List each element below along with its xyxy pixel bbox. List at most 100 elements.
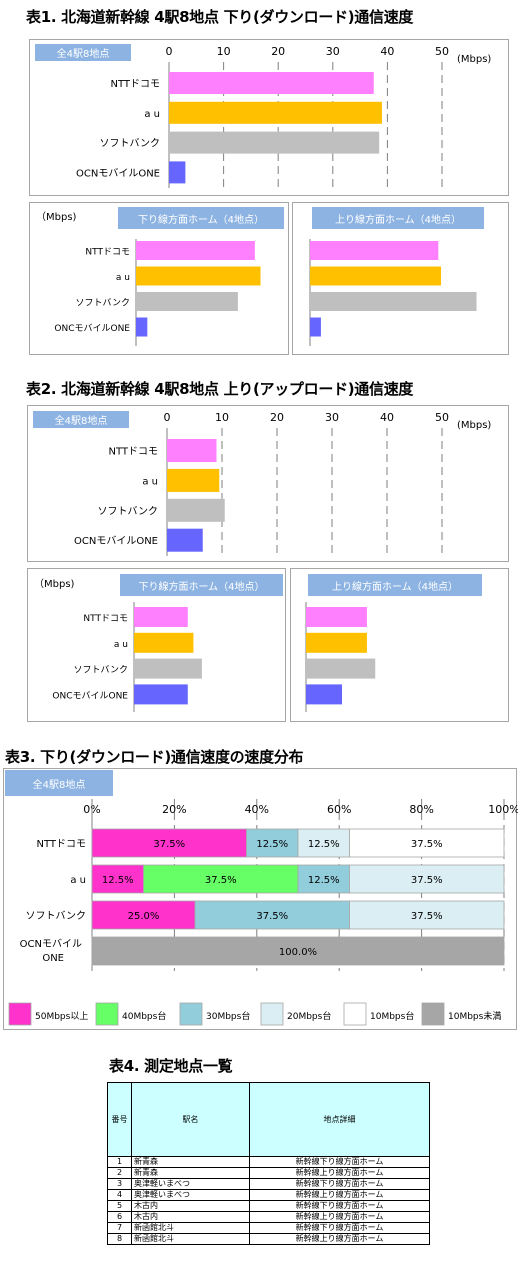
legend-swatch [421,1002,445,1026]
table-row: 1 新青森 新幹線下り線方面ホーム [107,1156,430,1168]
category-label: OCNモバイル [20,938,82,950]
stacked-bar-segment [91,864,144,894]
stacked-bar-segment [91,900,196,930]
up-home-tag: 上り線方面ホーム（4地点） [312,207,484,229]
category-label: NTTドコモ [110,79,160,90]
row-station: 木古内 [131,1200,250,1212]
category-label: ソフトバンク [100,138,161,150]
bar [310,317,321,337]
x-tick-label: 40 [380,45,394,58]
t2-down-chart: NTTドコモ a u ソフトバンク ONCモバイルONE （Mbps) [34,578,202,712]
category-label: ソフトバンク [76,298,130,309]
category-label: NTTドコモ [83,614,128,624]
category-label: NTTドコモ [36,839,86,850]
table-row: 3 奥津軽いまべつ 新幹線下り線方面ホーム [107,1178,430,1190]
data-label: 37.5% [256,911,288,922]
down-home-tag: 下り線方面ホーム（4地点） [120,574,283,596]
bar [310,266,442,286]
bar [136,317,148,337]
x-tick-label: 0 [164,411,171,424]
bar [136,241,255,260]
table1-title: 表1. 北海道新幹線 4駅8地点 下り(ダウンロード)通信速度 [26,8,414,26]
stacked-bar-segment [91,936,505,966]
stacked-bar-segment [143,864,299,894]
category-label: a u [70,875,86,886]
row-number: 1 [107,1156,132,1168]
category-label: ソフトバンク [74,665,128,676]
category-label: ソフトバンク [26,910,87,922]
bar [306,632,367,653]
legend-label: 10Mbps台 [370,1010,414,1022]
legend-swatch [260,1002,284,1026]
bar [310,292,477,311]
bar [306,684,343,705]
row-detail: 新幹線下り線方面ホーム [249,1222,430,1234]
bar [310,241,439,260]
legend-label: 30Mbps台 [206,1010,250,1022]
t2-up-chart [305,602,376,712]
row-number: 3 [107,1178,132,1190]
x-tick-label: 0 [166,45,173,58]
x-tick-label: 40% [245,803,269,816]
row-number: 7 [107,1222,132,1234]
table-row: 6 木古内 新幹線上り線方面ホーム [107,1211,430,1223]
row-detail: 新幹線上り線方面ホーム [249,1189,430,1201]
row-number: 6 [107,1211,132,1223]
row-number: 5 [107,1200,132,1212]
x-tick-label: 20% [162,803,186,816]
stacked-bar-segment [194,900,350,930]
bar [169,131,380,154]
x-tick-label: 40 [380,411,394,424]
bar [136,292,238,311]
t1-down-chart: NTTドコモ a u ソフトバンク ONCモバイルONE （Mbps) [36,211,261,346]
bar [134,632,194,653]
bar [167,468,220,492]
x-tick-label: 30 [325,411,339,424]
x-tick-label: 20 [271,45,285,58]
unit-label: (Mbps) [457,420,491,431]
row-station: 新青森 [131,1167,250,1179]
x-tick-label: 20 [270,411,284,424]
category-label: ソフトバンク [98,505,159,517]
data-label: 25.0% [128,911,160,922]
row-number: 2 [107,1167,132,1179]
stacked-bar-segment [246,828,299,858]
bar [167,528,203,552]
x-tick-label: 50 [435,45,449,58]
stacked-bar-segment [349,864,505,894]
t1-all-chart: 0 10 20 30 40 50 NTTドコモ a u ソフトバンク OCNモバイルONE (Mbp… [76,45,491,188]
row-detail: 新幹線下り線方面ホーム [249,1156,430,1168]
legend-swatch [179,1002,203,1026]
table-row: 7 新函館北斗 新幹線下り線方面ホーム [107,1222,430,1234]
t3-chart: 0% 20% 40% 60% 80% 100%37.5% 12.5% 12.5% 37.5%NT… [8,799,518,1026]
data-label: 12.5% [308,875,340,886]
x-tick-label: 100% [488,803,518,816]
header-number: 番号 [107,1082,132,1157]
row-detail: 新幹線上り線方面ホーム [249,1167,430,1179]
category-label: OCNモバイルONE [76,167,160,179]
row-station: 奥津軽いまべつ [131,1189,250,1201]
data-label: 12.5% [256,839,288,850]
category-label: NTTドコモ [108,447,158,458]
t2-all-panel: 全4駅8地点 0 10 20 30 40 50 NTTドコモ a u ソフトバンク OCNモバイル… [27,405,509,562]
row-station: 奥津軽いまべつ [131,1178,250,1190]
unit-label: (Mbps) [457,54,491,65]
all-stations-tag: 全4駅8地点 [33,411,129,428]
x-tick-label: 10 [217,45,231,58]
table-row: 4 奥津軽いまべつ 新幹線上り線方面ホーム [107,1189,430,1201]
category-label: a u [142,476,158,487]
t1-up-panel: 上り線方面ホーム（4地点） [292,202,509,355]
row-station: 新青森 [131,1156,250,1168]
unit-label: （Mbps) [34,578,75,590]
legend-swatch [95,1002,119,1026]
bar [134,607,188,627]
stacked-bar-segment [349,828,505,858]
legend-label: 50Mbps以上 [35,1011,88,1022]
stacked-bar-segment [297,828,350,858]
t1-up-chart [309,239,477,346]
category-label: ONCモバイルONE [52,690,128,701]
legend-label: 40Mbps台 [122,1010,166,1022]
t2-all-chart: 0 10 20 30 40 50 NTTドコモ a u ソフトバンク OCNモバイルONE (Mbp… [74,411,491,556]
data-label: 12.5% [102,875,134,886]
up-home-tag: 上り線方面ホーム（4地点） [308,574,482,596]
